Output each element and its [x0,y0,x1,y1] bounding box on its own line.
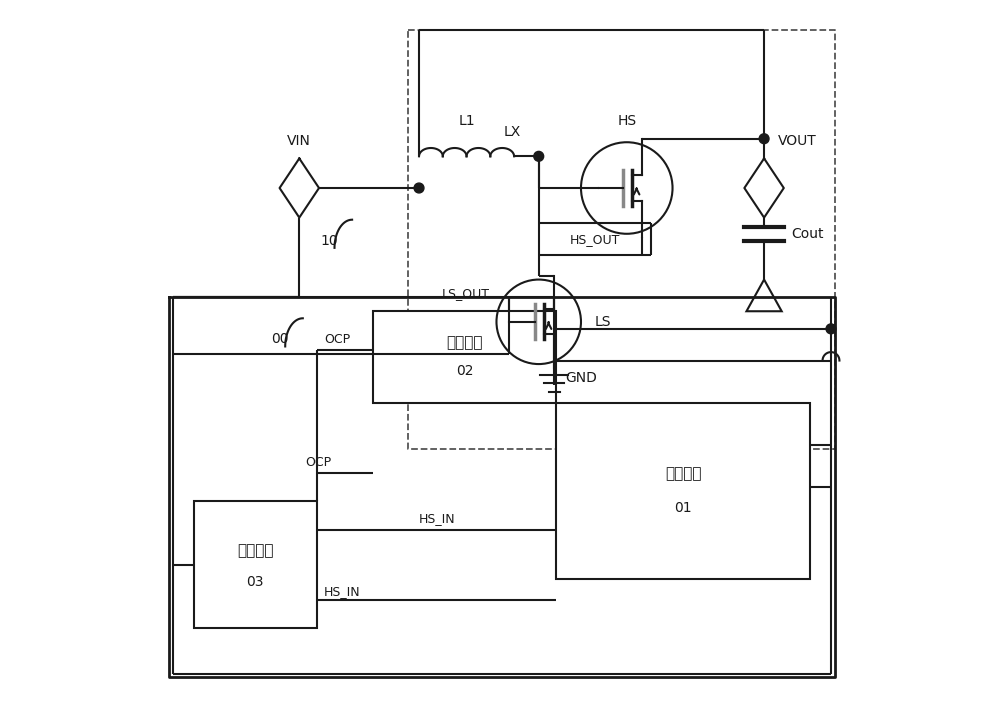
Text: 03: 03 [247,575,264,590]
Text: 01: 01 [674,501,692,515]
Text: LX: LX [504,124,521,139]
Text: L1: L1 [458,114,475,128]
Circle shape [414,183,424,193]
Text: 监测电路: 监测电路 [447,335,483,351]
Text: 控制电路: 控制电路 [665,466,701,481]
Text: VIN: VIN [287,134,311,148]
Text: VOUT: VOUT [778,134,817,148]
Text: 00: 00 [271,332,289,346]
Text: HS_OUT: HS_OUT [570,233,620,245]
Text: HS: HS [617,114,636,128]
Text: 10: 10 [320,234,338,248]
Text: Cout: Cout [791,227,823,241]
Circle shape [826,324,836,334]
Text: OCP: OCP [305,456,331,469]
Circle shape [534,151,544,161]
Circle shape [759,134,769,144]
Text: 02: 02 [456,364,474,378]
Text: HS_IN: HS_IN [418,513,455,525]
Text: LS_OUT: LS_OUT [441,287,489,300]
Bar [194,501,317,628]
Text: GND: GND [565,371,597,385]
Text: 驱动电路: 驱动电路 [237,543,274,559]
Bar [556,403,810,579]
Text: HS_IN: HS_IN [324,585,361,598]
Text: LS: LS [595,315,612,329]
Bar [373,311,556,403]
Text: OCP: OCP [324,333,350,346]
